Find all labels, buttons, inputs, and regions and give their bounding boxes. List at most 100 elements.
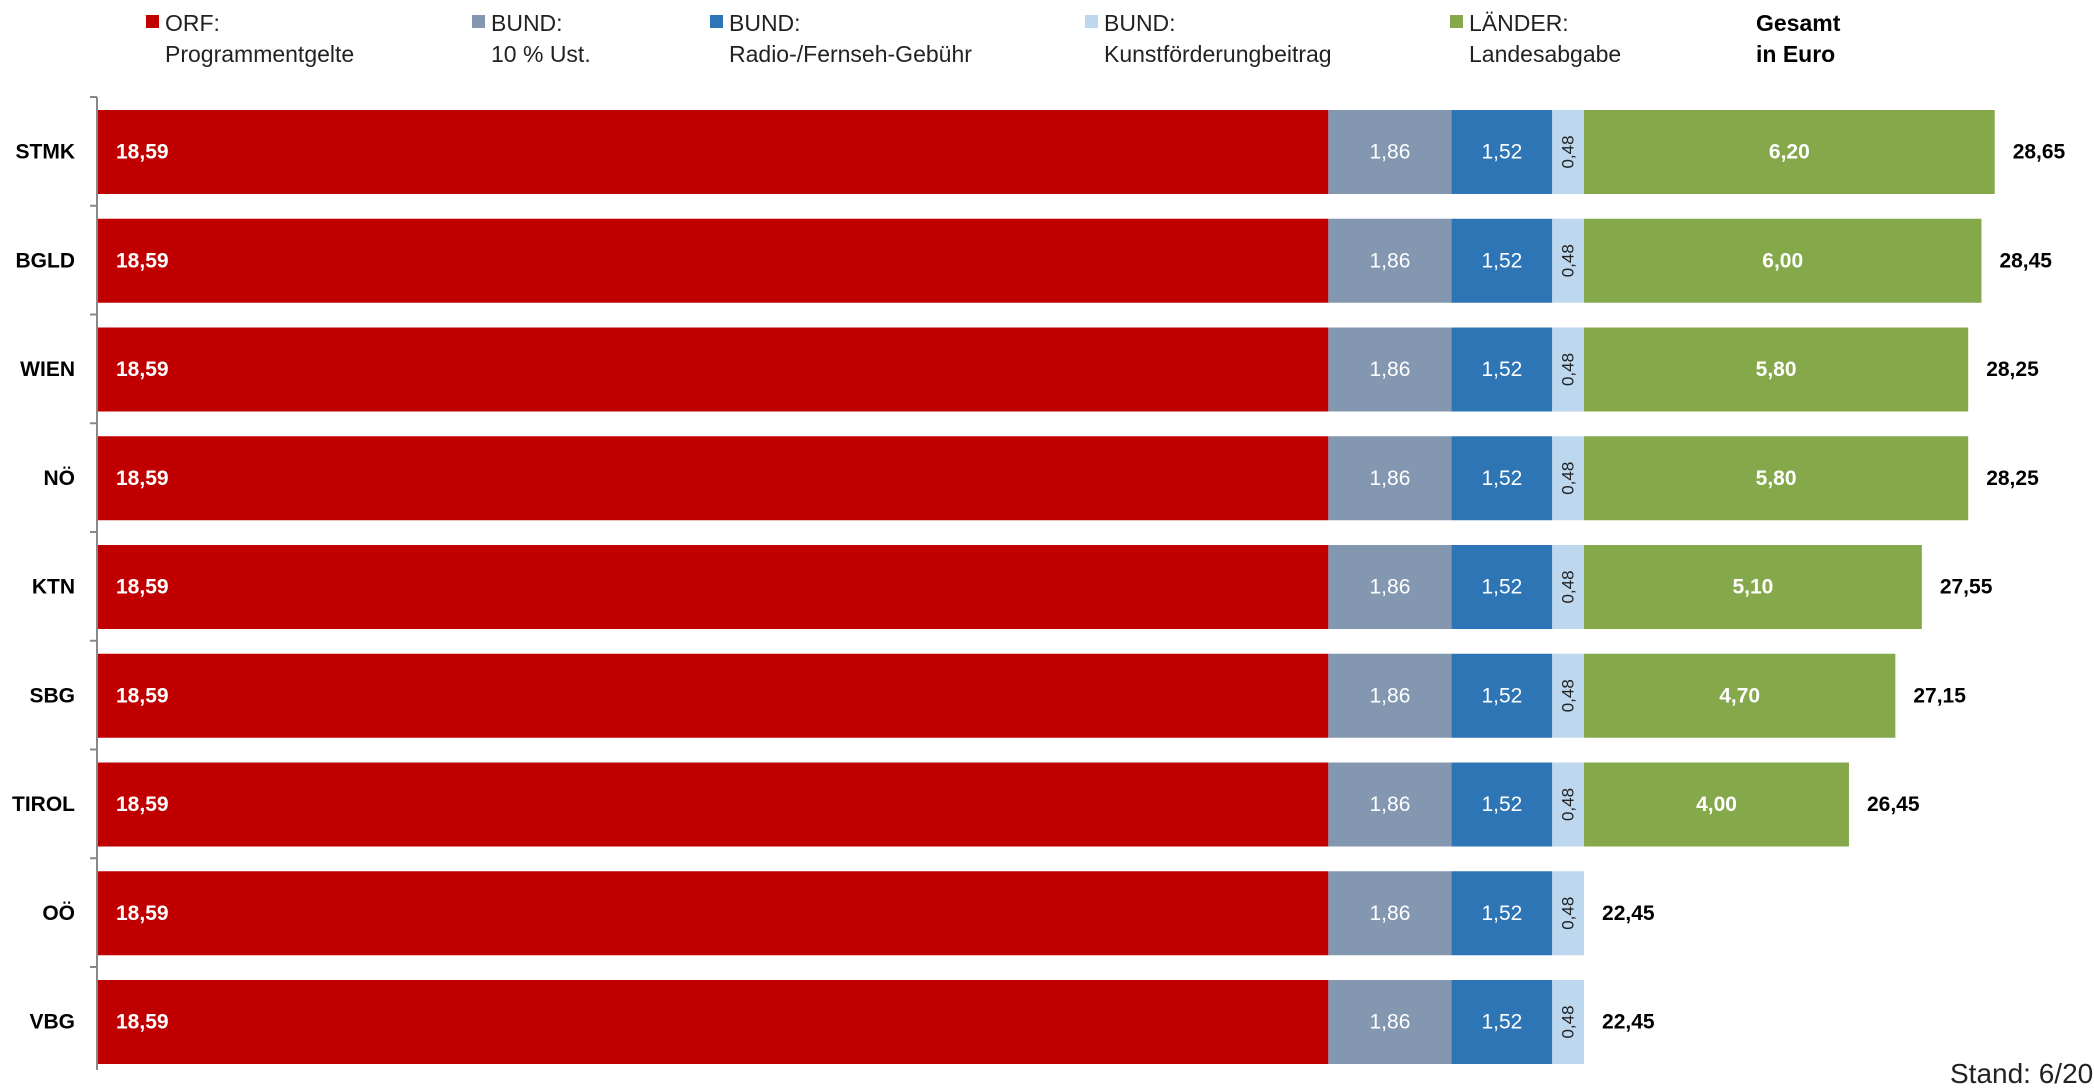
bar-segment-ust: [1328, 545, 1452, 629]
bar-segment-gis: [1451, 545, 1553, 629]
bar-segment-laender: [1584, 218, 1982, 303]
data-label-kunst: 0,48: [1559, 788, 1578, 821]
data-label-gis: 1,52: [1481, 902, 1522, 925]
legend-sublabel-kunst: Kunstförderungbeitrag: [1104, 41, 1332, 67]
data-label-gis: 1,52: [1481, 1011, 1522, 1034]
data-label-orf: 18,59: [116, 793, 169, 816]
legend-swatch-orf: [146, 15, 159, 28]
total-label: 28,25: [1986, 467, 2039, 490]
bar-segment-ust: [1328, 871, 1452, 956]
data-label-kunst: 0,48: [1559, 135, 1578, 168]
data-label-orf: 18,59: [116, 902, 169, 925]
legend: ORF: Programmentgelte BUND: 10 % Ust. BU…: [0, 0, 2094, 80]
category-label: SBG: [29, 684, 75, 707]
category-label: KTN: [32, 576, 75, 599]
legend-swatch-laender: [1450, 15, 1463, 28]
bar-segment-gis: [1451, 327, 1553, 412]
bar-segment-gis: [1451, 218, 1553, 303]
data-label-laender: 4,70: [1719, 684, 1760, 707]
data-label-orf: 18,59: [116, 249, 169, 272]
data-label-ust: 1,86: [1370, 1011, 1411, 1034]
footnote: Stand: 6/20: [1950, 1058, 2094, 1089]
data-label-orf: 18,59: [116, 141, 169, 164]
legend-label-orf: ORF:: [165, 10, 220, 36]
data-label-gis: 1,52: [1481, 141, 1522, 164]
data-label-laender: 5,10: [1732, 576, 1773, 599]
bar-segment-ust: [1328, 762, 1452, 847]
total-label: 27,15: [1913, 684, 1966, 707]
data-label-laender: 5,80: [1756, 358, 1797, 381]
bar-segment-ust: [1328, 110, 1452, 194]
data-label-laender: 4,00: [1696, 793, 1737, 816]
bar-segment-gis: [1451, 110, 1553, 194]
bar-segment-orf: [97, 436, 1329, 521]
data-label-ust: 1,86: [1370, 576, 1411, 599]
bar-segment-kunst: [1552, 980, 1585, 1064]
data-label-kunst: 0,48: [1559, 244, 1578, 277]
data-label-orf: 18,59: [116, 467, 169, 490]
bar-segment-laender: [1584, 762, 1849, 847]
bar-segment-kunst: [1552, 653, 1585, 738]
total-label: 22,45: [1602, 902, 1655, 925]
total-header-line2: in Euro: [1756, 41, 1836, 67]
data-label-orf: 18,59: [116, 358, 169, 381]
category-label: TIROL: [12, 793, 75, 816]
data-label-orf: 18,59: [116, 1011, 169, 1034]
bar-segment-orf: [97, 327, 1329, 412]
category-label: VBG: [29, 1011, 75, 1034]
bar-segment-kunst: [1552, 762, 1585, 847]
bar-segment-laender: [1584, 327, 1969, 412]
bar-segment-ust: [1328, 436, 1452, 521]
data-label-gis: 1,52: [1481, 793, 1522, 816]
bar-segment-kunst: [1552, 871, 1585, 956]
bar-segment-gis: [1451, 871, 1553, 956]
legend-sublabel-orf: Programmentgelte: [165, 41, 355, 67]
data-label-laender: 6,00: [1762, 249, 1803, 272]
bar-segment-orf: [97, 653, 1329, 738]
bar-segment-gis: [1451, 980, 1553, 1064]
legend-sublabel-gis: Radio-/Fernseh-Gebühr: [729, 41, 972, 67]
data-label-ust: 1,86: [1370, 793, 1411, 816]
bar-segment-ust: [1328, 327, 1452, 412]
data-label-kunst: 0,48: [1559, 462, 1578, 495]
total-label: 22,45: [1602, 1011, 1655, 1034]
bar-segment-laender: [1584, 436, 1969, 521]
bar-segment-orf: [97, 762, 1329, 847]
bar-segment-laender: [1584, 110, 1995, 194]
legend-label-ust: BUND:: [491, 10, 563, 36]
data-label-gis: 1,52: [1481, 684, 1522, 707]
data-label-gis: 1,52: [1481, 576, 1522, 599]
data-label-gis: 1,52: [1481, 467, 1522, 490]
bar-segment-kunst: [1552, 327, 1585, 412]
legend-swatch-ust: [472, 15, 485, 28]
category-label: BGLD: [16, 249, 76, 272]
legend-swatch-gis: [710, 15, 723, 28]
data-label-kunst: 0,48: [1559, 353, 1578, 386]
bar-segment-orf: [97, 218, 1329, 303]
data-label-orf: 18,59: [116, 684, 169, 707]
total-label: 28,45: [1999, 249, 2052, 272]
data-label-ust: 1,86: [1370, 249, 1411, 272]
legend-label-gis: BUND:: [729, 10, 801, 36]
bar-segment-orf: [97, 110, 1329, 194]
legend-item-gis: BUND: Radio-/Fernseh-Gebühr: [710, 8, 972, 70]
data-label-gis: 1,52: [1481, 358, 1522, 381]
legend-swatch-kunst: [1085, 15, 1098, 28]
category-label: STMK: [16, 141, 76, 164]
bar-segment-laender: [1584, 545, 1922, 629]
bar-segment-kunst: [1552, 110, 1585, 194]
total-label: 28,25: [1986, 358, 2039, 381]
data-label-laender: 6,20: [1769, 141, 1810, 164]
legend-label-kunst: BUND:: [1104, 10, 1176, 36]
data-label-kunst: 0,48: [1559, 679, 1578, 712]
bar-segment-kunst: [1552, 545, 1585, 629]
legend-item-orf: ORF: Programmentgelte: [146, 8, 355, 70]
legend-sublabel-ust: 10 % Ust.: [491, 41, 591, 67]
total-label: 26,45: [1867, 793, 1920, 816]
data-label-kunst: 0,48: [1559, 570, 1578, 603]
data-label-orf: 18,59: [116, 576, 169, 599]
legend-total-header: Gesamt in Euro: [1756, 8, 1840, 70]
bar-segment-gis: [1451, 653, 1553, 738]
bar-segment-kunst: [1552, 218, 1585, 303]
